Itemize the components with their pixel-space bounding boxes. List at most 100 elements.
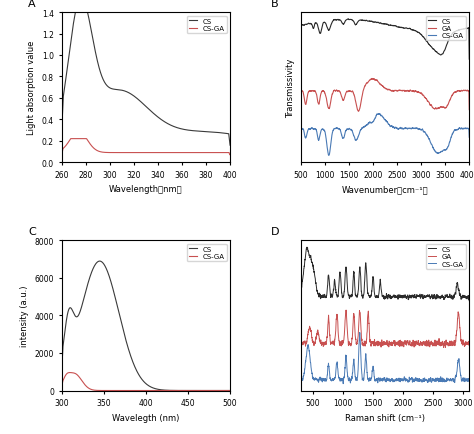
Line: GA: GA (301, 79, 469, 115)
CS-GA (377, 112, 383, 117)
CS (298, 62, 304, 67)
CS (462, 27, 467, 33)
CS (197, 388, 203, 393)
CS-GA (298, 376, 304, 381)
CS-GA (431, 147, 437, 152)
CS-GA (140, 151, 146, 156)
CS-GA (307, 127, 312, 132)
GA (307, 89, 312, 94)
CS (462, 27, 467, 33)
Y-axis label: Transmissivity: Transmissivity (286, 58, 295, 118)
CS-GA (67, 370, 73, 375)
Legend: CS, GA, CS-GA: CS, GA, CS-GA (426, 244, 466, 269)
GA (343, 308, 349, 313)
CS (140, 378, 146, 383)
GA (375, 80, 381, 85)
X-axis label: Wavenumber（cm⁻¹）: Wavenumber（cm⁻¹） (342, 185, 428, 194)
CS-GA (298, 138, 304, 143)
GA (376, 342, 382, 348)
CS-GA (462, 127, 467, 132)
GA (462, 89, 467, 94)
CS-GA (311, 376, 317, 381)
CS-GA (357, 330, 363, 335)
CS (140, 102, 146, 107)
CS (227, 388, 233, 393)
GA (318, 339, 324, 344)
GA (373, 342, 379, 347)
GA (369, 77, 375, 82)
CS-GA (326, 154, 332, 159)
GA (466, 343, 472, 348)
CS-GA (373, 377, 379, 382)
CS-GA (59, 384, 64, 389)
Text: D: D (271, 227, 279, 237)
CS-GA (466, 135, 472, 141)
CS-GA (227, 153, 233, 158)
Line: CS: CS (62, 261, 230, 391)
CS (159, 388, 165, 393)
CS (394, 295, 400, 300)
CS (224, 388, 229, 393)
Line: CS: CS (301, 247, 469, 301)
CS-GA (224, 388, 229, 393)
CS-GA (197, 388, 203, 393)
CS-GA (227, 388, 233, 393)
Legend: CS, CS-GA: CS, CS-GA (187, 244, 227, 262)
CS (370, 281, 375, 286)
GA (394, 341, 400, 346)
GA (441, 345, 447, 350)
GA (462, 89, 467, 94)
CS-GA (370, 368, 375, 373)
CS (373, 296, 379, 301)
Legend: CS, CS-GA: CS, CS-GA (187, 16, 227, 34)
CS (78, 0, 84, 1)
GA (298, 112, 304, 118)
CS-GA (376, 375, 382, 381)
CS-GA (68, 137, 74, 142)
CS (466, 57, 472, 62)
GA (298, 342, 304, 348)
CS (304, 245, 310, 250)
CS-GA (462, 126, 467, 132)
CS (197, 129, 203, 135)
CS (224, 132, 229, 137)
CS-GA (380, 115, 386, 121)
Y-axis label: intensity (a.u.): intensity (a.u.) (20, 285, 29, 346)
Text: B: B (271, 0, 278, 9)
CS-GA (466, 378, 472, 383)
CS-GA (159, 151, 165, 156)
CS (311, 270, 317, 275)
X-axis label: Raman shift (cm⁻¹): Raman shift (cm⁻¹) (345, 413, 425, 422)
CS (380, 22, 386, 27)
CS (318, 295, 324, 300)
CS-GA (150, 388, 156, 393)
GA (311, 341, 317, 346)
CS (345, 17, 351, 23)
CS (139, 101, 145, 106)
CS-GA (340, 381, 346, 386)
CS (139, 377, 145, 382)
GA (466, 108, 472, 113)
Line: CS: CS (62, 0, 230, 146)
Line: CS-GA: CS-GA (62, 139, 230, 155)
Text: A: A (28, 0, 36, 9)
X-axis label: Wavelength（nm）: Wavelength（nm） (109, 185, 182, 194)
Line: CS-GA: CS-GA (62, 373, 230, 391)
CS (466, 299, 472, 304)
CS (59, 130, 64, 135)
CS (298, 297, 304, 302)
CS (307, 22, 312, 27)
CS (150, 111, 156, 116)
Text: C: C (28, 227, 36, 237)
Legend: CS, GA, CS-GA: CS, GA, CS-GA (426, 16, 466, 41)
CS-GA (159, 388, 165, 393)
Y-axis label: Light absorption value: Light absorption value (27, 41, 36, 135)
CS-GA (140, 388, 146, 393)
X-axis label: Wavelegth (nm): Wavelegth (nm) (112, 413, 180, 422)
Line: CS-GA: CS-GA (301, 115, 469, 156)
CS-GA (224, 151, 229, 156)
CS-GA (150, 151, 156, 156)
CS (97, 259, 102, 264)
Line: GA: GA (301, 310, 469, 348)
CS-GA (318, 377, 324, 382)
